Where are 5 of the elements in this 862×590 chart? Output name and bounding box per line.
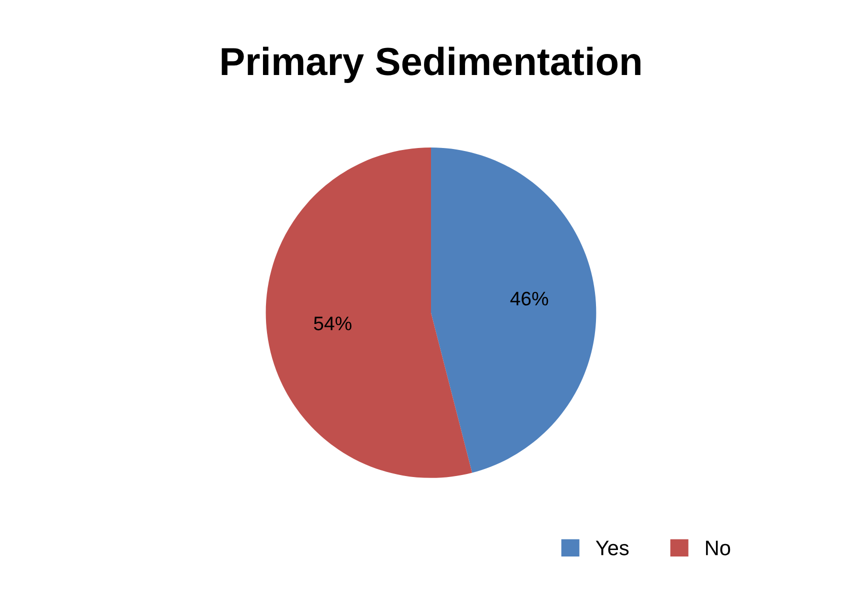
legend-label: Yes xyxy=(596,540,629,556)
legend-label: No xyxy=(706,540,730,556)
data-label: 54% xyxy=(314,316,352,330)
data-label: 46% xyxy=(510,292,548,306)
chart-title: Primary Sedimentation xyxy=(222,46,640,84)
